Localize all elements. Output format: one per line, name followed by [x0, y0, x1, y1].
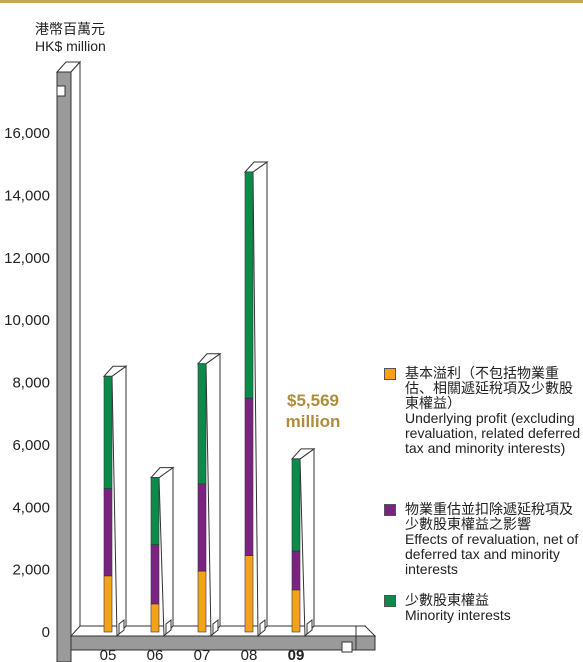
bar-floor-marker [306, 618, 313, 636]
legend-item-underlying-profit: 基本溢利（不包括物業重估、相關遞延稅項及少數股東權益） Underlying p… [384, 366, 583, 456]
bar-segment [150, 477, 160, 545]
legend-swatch-underlying-profit [384, 368, 396, 380]
y-tick-label: 12,000 [4, 250, 50, 267]
legend-item-minority: 少數股東權益 Minority interests [384, 593, 583, 623]
legend-label-en: Underlying profit (excluding revaluation… [405, 410, 581, 456]
bar-segment [150, 603, 160, 633]
legend-label-zh: 基本溢利（不包括物業重估、相關遞延稅項及少數股東權益） [405, 365, 573, 411]
bar-side-panel [111, 365, 127, 638]
legend-swatch-revaluation [384, 504, 396, 516]
y-tick-label: 16,000 [4, 125, 50, 142]
bar-segment [150, 544, 160, 605]
bar-segment [103, 375, 113, 489]
x-tick-label: 08 [241, 647, 258, 662]
y-tick-label: 6,000 [12, 437, 50, 454]
y-tick-label: 0 [42, 624, 50, 641]
bar-side-panel [205, 352, 221, 638]
bar-floor-marker [259, 618, 266, 636]
unit-label-zh: 港幣百萬元 [35, 21, 105, 37]
y-tick-label: 8,000 [12, 375, 50, 392]
y-axis-bar [56, 71, 72, 662]
legend-label-en: Minority interests [405, 607, 511, 623]
legend-swatch-minority [384, 595, 396, 607]
bar-segment [291, 550, 301, 591]
y-tick-label: 14,000 [4, 187, 50, 204]
bar-segment [103, 575, 113, 633]
x-tick-label: 09 [288, 647, 305, 662]
legend-label-zh: 物業重估並扣除遞延稅項及少數股東權益之影響 [405, 501, 573, 532]
bar-floor-marker [118, 618, 125, 636]
bar-segment [291, 589, 301, 633]
y-tick-label: 10,000 [4, 312, 50, 329]
bar-segment [103, 488, 113, 577]
legend-label-en: Effects of revaluation, net of deferred … [405, 531, 579, 577]
bar-side-panel [158, 466, 174, 638]
highlight-value: $5,569 [287, 391, 339, 410]
legend-label-zh: 少數股東權益 [405, 592, 489, 608]
legend-item-revaluation: 物業重估並扣除遞延稅項及少數股東權益之影響 Effects of revalua… [384, 502, 583, 577]
x-axis-end-top [355, 625, 377, 637]
bar-side-panel [299, 447, 315, 638]
top-rule [0, 0, 583, 3]
bar-segment [197, 483, 207, 572]
bar-side-panel [252, 161, 268, 638]
y-tick-label: 2,000 [12, 562, 50, 579]
y-axis-hook [56, 85, 66, 97]
bar-segment [197, 570, 207, 633]
y-tick-label: 4,000 [12, 499, 50, 516]
bar-segment [197, 363, 207, 485]
x-axis-hook [341, 641, 353, 653]
highlight-unit: million [286, 412, 341, 431]
x-tick-label: 05 [100, 647, 117, 662]
bar-segment [244, 171, 254, 399]
unit-label-en: HK$ million [35, 38, 106, 54]
axis-wall-side [70, 60, 81, 652]
x-tick-label: 07 [194, 647, 211, 662]
bar-segment [244, 555, 254, 633]
bar-segment [291, 458, 301, 552]
bar-floor-marker [165, 618, 172, 636]
x-axis-end [355, 635, 376, 651]
bar-segment [244, 397, 254, 556]
x-tick-label: 06 [147, 647, 164, 662]
bar-floor-marker [212, 618, 219, 636]
